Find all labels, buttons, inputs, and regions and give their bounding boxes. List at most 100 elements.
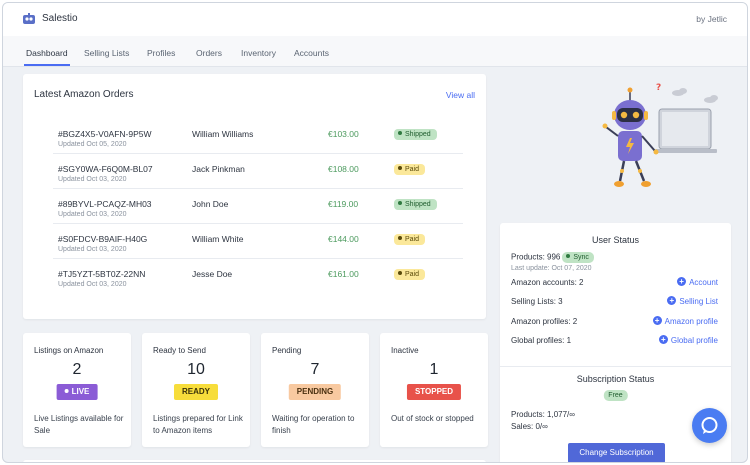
order-id: #TJ5YZT-5BT0Z-22NN [58,269,146,279]
latest-orders-card: Latest Amazon Orders View all #BGZ4X5-V0… [23,74,486,319]
status-badge: Paid [394,164,426,175]
live-dot-icon [64,388,69,393]
chat-bubble-icon [701,417,718,434]
stopped-pill: STOPPED [406,384,462,400]
pill-label: LIVE [71,387,90,396]
stat-card-listings[interactable]: Listings on Amazon 2 LIVE Live Listings … [23,333,131,447]
status-label: Shipped [405,131,431,138]
last-update: Last update: Oct 07, 2020 [511,265,592,272]
robot-illustration: ? [602,83,718,187]
status-label: Paid [405,271,420,278]
orders-title: Latest Amazon Orders [34,89,134,100]
chat-help-button[interactable] [692,408,727,443]
status-badge: Paid [394,269,426,280]
tab-selling-lists[interactable]: Selling Lists [84,48,130,58]
selling-lists-count: Selling Lists: 3 [511,297,563,306]
order-row[interactable]: #TJ5YZT-5BT0Z-22NN Updated Oct 03, 2020 … [53,259,463,294]
status-dot-icon [398,131,402,136]
stat-value: 7 [310,361,320,378]
stat-label: Listings on Amazon [34,346,104,355]
order-amount: €119.00 [328,199,359,209]
stat-value: 10 [187,361,205,378]
add-account-label: Account [689,278,718,287]
status-dot-icon [398,236,402,241]
tab-dashboard[interactable]: Dashboard [26,48,68,58]
status-label: Paid [405,166,420,173]
view-all-link[interactable]: View all [445,90,475,100]
plus-circle-icon: + [667,296,677,306]
add-account-link[interactable]: + Account [677,277,718,287]
tab-accounts[interactable]: Accounts [294,48,329,58]
status-badge: Shipped [394,199,437,210]
order-date: Updated Oct 03, 2020 [58,281,127,288]
status-dot-icon [398,166,402,171]
order-row[interactable]: #S0FDCV-B9AIF-H40G Updated Oct 03, 2020 … [53,224,463,259]
order-id: #BGZ4X5-V0AFN-9P5W [58,129,152,139]
sync-dot-icon [566,254,571,259]
sync-label: Sync [573,254,589,261]
top-bar: Salestio by Jetlic [3,3,747,36]
app-title: Salestio [42,13,78,24]
stat-value: 1 [429,361,439,378]
add-selling-list-link[interactable]: + Selling List [667,296,718,306]
tab-inventory[interactable]: Inventory [241,48,276,58]
stat-card-ready[interactable]: Ready to Send 10 READY Listings prepared… [142,333,250,447]
stat-description: Listings prepared for Link to Amazon ite… [153,414,243,435]
order-row[interactable]: #SGY0WA-F6Q0M-BL07 Updated Oct 03, 2020 … [53,154,463,189]
status-dot-icon [398,271,402,276]
stat-card-pending[interactable]: Pending 7 PENDING Waiting for operation … [261,333,369,447]
status-badge: Paid [394,234,426,245]
pending-pill: PENDING [288,384,342,400]
order-customer: Jack Pinkman [192,164,245,174]
order-row[interactable]: #BGZ4X5-V0AFN-9P5W Updated Oct 05, 2020 … [53,119,463,154]
stat-label: Pending [272,346,302,355]
ready-pill: READY [173,384,219,400]
stat-label: Inactive [391,346,419,355]
add-global-profile-label: Global profile [670,336,718,345]
plus-circle-icon: + [658,335,668,345]
stat-card-inactive[interactable]: Inactive 1 STOPPED Out of stock or stopp… [380,333,488,447]
stat-description: Live Listings available for Sale [34,414,124,435]
add-amazon-profile-label: Amazon profile [664,317,718,326]
change-subscription-button[interactable]: Change Subscription [568,443,665,462]
main-nav: Dashboard Selling Lists Profiles Orders … [3,36,747,67]
live-pill: LIVE [56,384,98,400]
order-customer: William White [192,234,244,244]
add-global-profile-link[interactable]: + Global profile [658,335,718,345]
products-label: Products: 996 [511,252,561,262]
next-card [23,460,486,462]
sync-badge: Sync [562,252,594,263]
active-tab-indicator [24,64,70,66]
order-date: Updated Oct 05, 2020 [58,141,127,148]
add-amazon-profile-link[interactable]: + Amazon profile [652,316,718,326]
subscription-products: Products: 1,077/∞ [511,410,575,419]
order-amount: €144.00 [328,234,359,244]
status-label: Paid [405,236,420,243]
order-date: Updated Oct 03, 2020 [58,211,127,218]
tab-orders[interactable]: Orders [196,48,222,58]
order-amount: €103.00 [328,129,359,139]
svg-text:?: ? [656,83,661,93]
plan-badge: Free [603,390,628,401]
order-amount: €108.00 [328,164,359,174]
divider [500,366,731,367]
user-status-title: User Status [591,235,640,245]
products-count: Products: 996 Sync [511,252,594,263]
subscription-sales: Sales: 0/∞ [511,422,548,431]
stat-value: 2 [72,361,82,378]
status-label: Shipped [405,201,431,208]
order-date: Updated Oct 03, 2020 [58,176,127,183]
status-badge: Shipped [394,129,437,140]
order-id: #SGY0WA-F6Q0M-BL07 [58,164,153,174]
tab-profiles[interactable]: Profiles [147,48,176,58]
order-customer: John Doe [192,199,229,209]
order-row[interactable]: #89BYVL-PCAQZ-MH03 Updated Oct 03, 2020 … [53,189,463,224]
order-customer: William Williams [192,129,254,139]
plus-circle-icon: + [677,277,687,287]
stat-label: Ready to Send [153,346,206,355]
plus-circle-icon: + [652,316,662,326]
order-amount: €161.00 [328,269,359,279]
subscription-title: Subscription Status [576,374,655,384]
order-customer: Jesse Doe [192,269,233,279]
